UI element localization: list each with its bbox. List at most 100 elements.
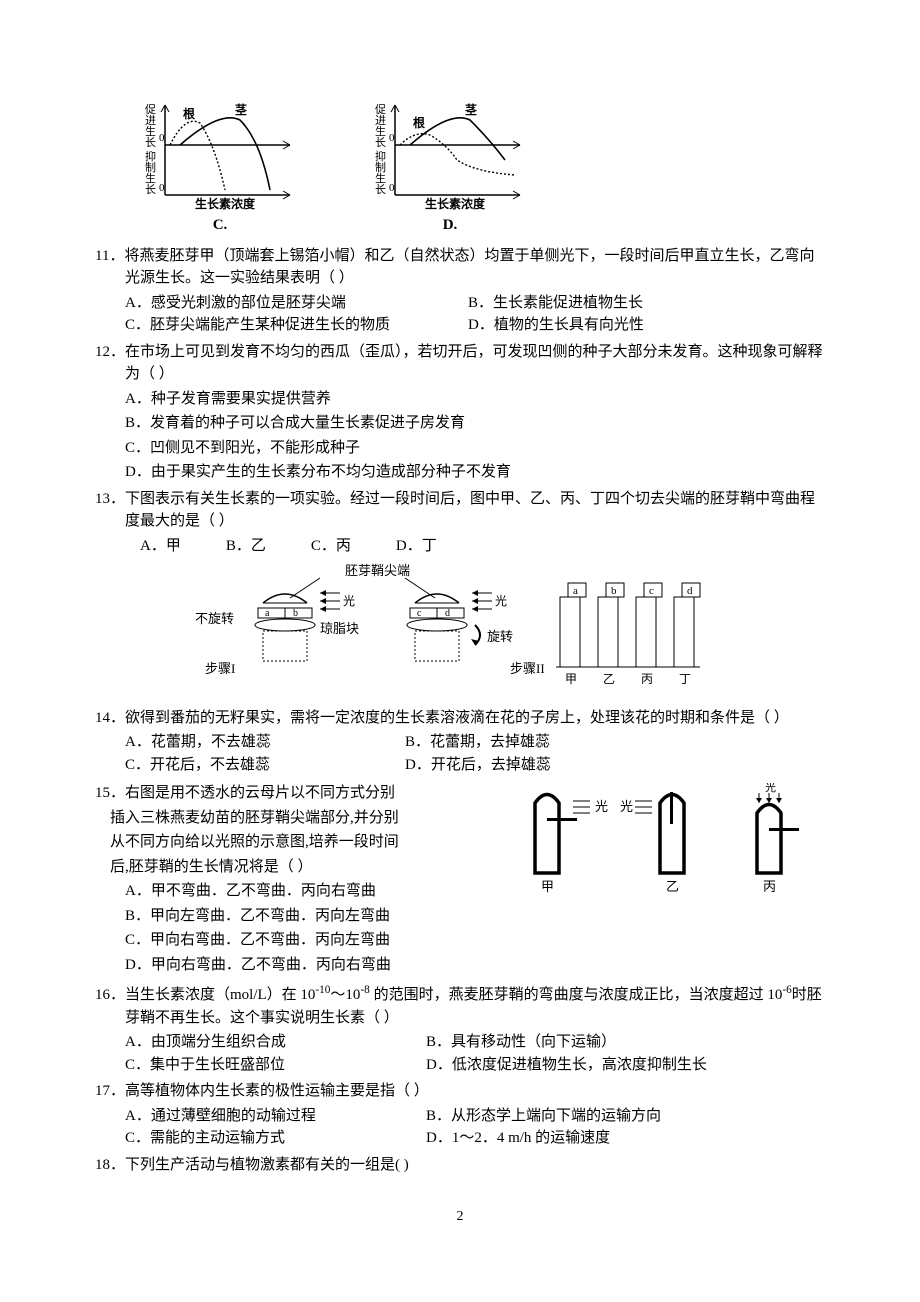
q12-stem: 12．在市场上可见到发育不均匀的西瓜（歪瓜），若切开后，可发现凹侧的种子大部分未… [95,341,825,386]
q15-svg: 光 甲 光 乙 光 丙 [525,783,825,903]
q13-jia: 甲 [565,672,577,686]
q16-s1: -10 [315,984,330,996]
q16-opt-c: C．集中于生长旺盛部位 [125,1054,426,1077]
q15-stem-l1: 15．右图是用不透水的云母片以不同方式分别 [95,782,505,805]
q16-opt-b: B．具有移动性（向下运输） [426,1031,769,1054]
q15-opt-c: C．甲向右弯曲．乙不弯曲．丙向左弯曲 [95,929,505,952]
q15-figure: 光 甲 光 乙 光 丙 [525,783,825,911]
chart-d-ybot4: 长 [375,183,386,196]
q12-opt-c: C．凹侧见不到阳光，不能形成种子 [95,437,825,460]
q15-stem-l2: 插入三株燕麦幼苗的胚芽鞘尖端部分,并分别 [95,807,505,830]
q12-opt-a: A．种子发育需要果实提供营养 [95,388,825,411]
q11-opt-a: A．感受光刺激的部位是胚芽尖端 [125,292,468,315]
q13-opt-c: C．丙 [311,535,351,558]
q15-stem-l4: 后,胚芽鞘的生长情况将是（ ） [95,856,505,879]
chart-c-svg: 促 进 生 长 抑 制 生 长 0 0 根 茎 生长素浓度 [135,90,305,210]
q14-options: A．花蕾期，不去雄蕊 B．花蕾期，去掉雄蕊 C．开花后，不去雄蕊 D．开花后，去… [95,731,825,776]
chart-c-root-label: 根 [183,106,195,121]
chart-c-ytop4: 长 [145,136,156,149]
chart-d-ytop4: 长 [375,136,386,149]
q13-bing: 丙 [641,672,653,686]
q13-diagram: 胚芽鞘尖端 a b 光 不旋转 琼脂块 c d 光 旋转 步 [175,563,825,701]
q16-p1: 16．当生长素浓度（mol/L）在 10 [95,987,315,1003]
q16-options: A．由顶端分生组织合成 B．具有移动性（向下运输） C．集中于生长旺盛部位 D．… [95,1031,825,1076]
q16-p3: 的范围时，燕麦胚芽鞘的弯曲度与浓度成正比，当浓度超过 10 [370,987,783,1003]
q12-opt-d: D．由于果实产生的生长素分布不均匀造成部分种子不发育 [95,461,825,484]
q17-opt-b: B．从形态学上端向下端的运输方向 [426,1105,769,1128]
q15-jia: 甲 [541,879,554,894]
chart-c: 促 进 生 长 抑 制 生 长 0 0 根 茎 生长素浓度 C. [135,90,305,237]
chart-c-stem-label: 茎 [235,102,247,117]
q13-svg: 胚芽鞘尖端 a b 光 不旋转 琼脂块 c d 光 旋转 步 [175,563,735,693]
q17-opt-a: A．通过薄壁细胞的动输过程 [125,1105,426,1128]
q17-stem: 17．高等植物体内生长素的极性运输主要是指（ ） [95,1080,825,1103]
q13-block-c: c [417,608,422,619]
q17-opt-c: C．需能的主动运输方式 [125,1127,426,1150]
q13-sc: c [649,585,654,597]
q14-opt-d: D．开花后，去掉雄蕊 [405,754,748,777]
q15-light-top: 光 [765,783,776,794]
q13-step1: 步骤I [205,661,235,676]
q17-opt-d: D．1～2．4 m/h 的运输速度 [426,1127,769,1150]
q13-opt-d: D．丁 [396,535,437,558]
chart-c-xlabel: 生长素浓度 [195,196,256,210]
q15-light-jia: 光 [595,799,608,814]
chart-d-stem-label: 茎 [465,102,477,117]
q15-opt-a: A．甲不弯曲．乙不弯曲．丙向右弯曲 [95,880,505,903]
q15-yi: 乙 [666,879,679,894]
q15-light-yi: 光 [620,799,633,814]
svg-text:0: 0 [159,132,165,144]
chart-d-ybot3: 生 [375,171,386,185]
q16-s3: -6 [782,984,791,996]
chart-c-ybot1: 抑 [145,149,156,163]
q15-opt-b: B．甲向左弯曲．乙不弯曲．丙向左弯曲 [95,905,505,928]
q16-opt-a: A．由顶端分生组织合成 [125,1031,426,1054]
q16-stem: 16．当生长素浓度（mol/L）在 10-10～10-8 的范围时，燕麦胚芽鞘的… [95,982,825,1029]
q13-rotate: 旋转 [487,629,513,644]
q18-stem: 18．下列生产活动与植物激素都有关的一组是( ) [95,1154,825,1177]
chart-d: 促 进 生 长 抑 制 生 长 0 0 根 茎 生长素浓度 D. [365,90,535,237]
svg-text:0: 0 [159,182,165,194]
svg-text:0: 0 [389,132,395,144]
q14-opt-c: C．开花后，不去雄蕊 [125,754,405,777]
q13-norotate: 不旋转 [195,611,234,626]
q13-light1: 光 [343,594,355,608]
q13-agar: 琼脂块 [320,621,359,636]
q11-opt-d: D．植物的生长具有向光性 [468,314,811,337]
chart-d-ytop3: 生 [375,124,386,138]
q13-stem: 13．下图表示有关生长素的一项实验。经过一段时间后，图中甲、乙、丙、丁四个切去尖… [95,488,825,533]
chart-c-ytop1: 促 [145,102,156,116]
chart-d-ybot1: 抑 [375,149,386,163]
chart-d-svg: 促 进 生 长 抑 制 生 长 0 0 根 茎 生长素浓度 [365,90,535,210]
chart-d-ytop1: 促 [375,102,386,116]
q15-opt-d: D．甲向右弯曲．乙不弯曲．丙向右弯曲 [95,954,505,977]
q11-opt-c: C．胚芽尖端能产生某种促进生长的物质 [125,314,468,337]
q13-light2: 光 [495,594,507,608]
chart-d-root-label: 根 [413,115,425,130]
q13-sd: d [687,585,693,597]
q13-tip-label: 胚芽鞘尖端 [345,563,410,578]
q14-opt-a: A．花蕾期，不去雄蕊 [125,731,405,754]
chart-c-ybot3: 生 [145,171,156,185]
q11-stem: 11．将燕麦胚芽甲（顶端套上锡箔小帽）和乙（自然状态）均置于单侧光下，一段时间后… [95,245,825,290]
q13-sb: b [611,585,617,597]
chart-d-xlabel: 生长素浓度 [425,196,486,210]
q13-opt-a: A．甲 [140,535,181,558]
q15-stem-l3: 从不同方向给以光照的示意图,培养一段时间 [95,831,505,854]
q13-block-a: a [265,608,270,619]
q13-sa: a [573,585,578,597]
page-number: 2 [95,1206,825,1227]
q13-ding: 丁 [679,672,691,686]
q15-bing: 丙 [763,879,776,894]
q16-opt-d: D．低浓度促进植物生长，高浓度抑制生长 [426,1054,769,1077]
q13-block-d: d [445,608,450,619]
q14-stem: 14．欲得到番茄的无籽果实，需将一定浓度的生长素溶液滴在花的子房上，处理该花的时… [95,707,825,730]
q11-options: A．感受光刺激的部位是胚芽尖端 B．生长素能促进植物生长 C．胚芽尖端能产生某种… [95,292,825,337]
q13-step2: 步骤II [510,661,545,676]
q13-yi: 乙 [603,672,615,686]
q13-options: A．甲 B．乙 C．丙 D．丁 [95,535,825,558]
chart-c-ytop3: 生 [145,124,156,138]
q13-opt-b: B．乙 [226,535,266,558]
chart-c-ybot4: 长 [145,183,156,196]
q16-p2: ～10 [330,987,360,1003]
